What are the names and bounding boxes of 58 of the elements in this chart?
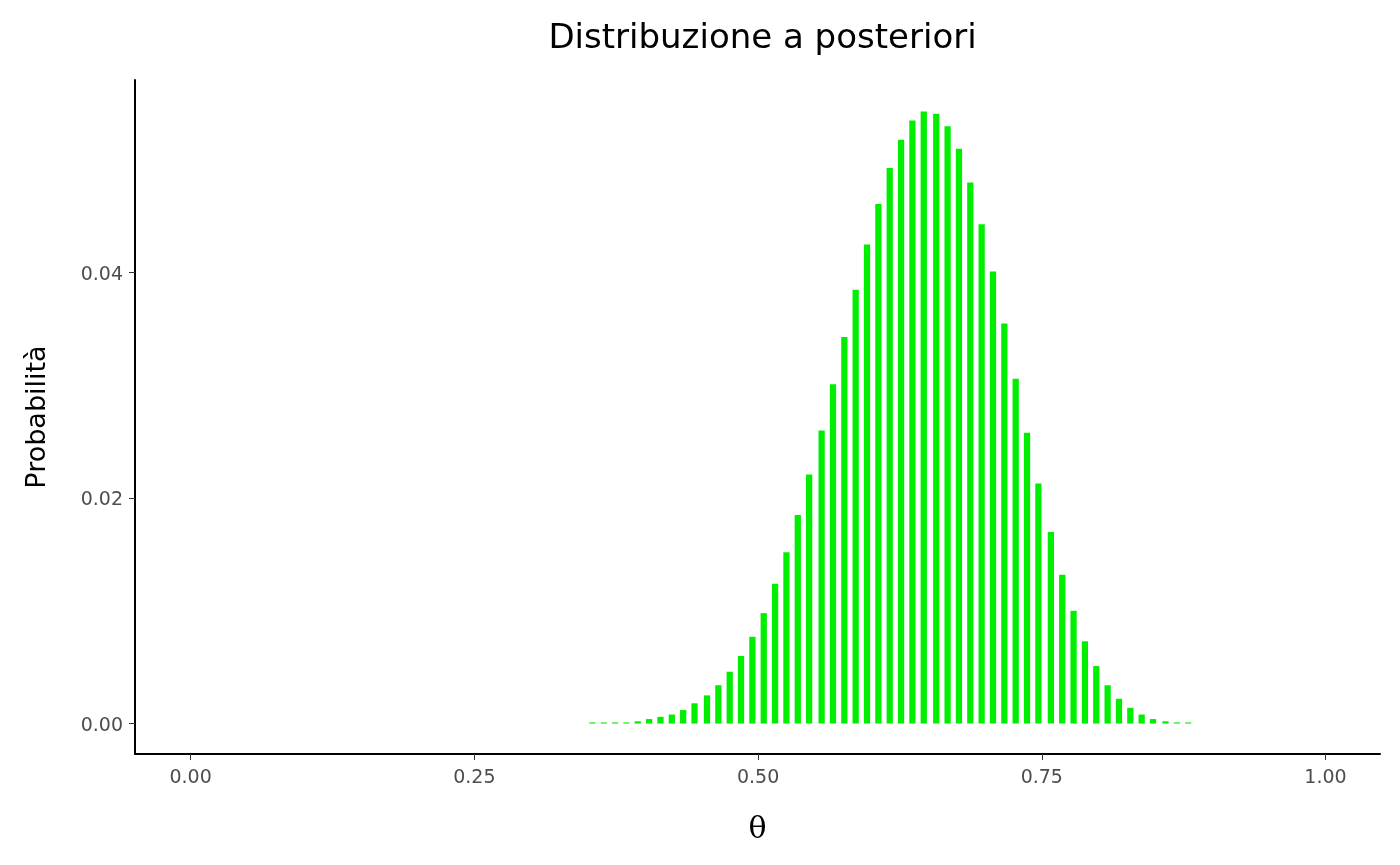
x-tick-label: 0.50 [736,764,780,787]
bar [933,113,940,724]
bar [1162,721,1169,724]
x-axis-title: θ [748,809,767,845]
bar [1127,707,1134,724]
bar [920,111,927,724]
bar [657,716,664,724]
bar [749,636,756,724]
y-tick-label: 0.04 [80,261,123,284]
y-tick-label: 0.02 [80,487,123,510]
y-tick-label: 0.00 [80,712,123,735]
bar [1012,378,1019,724]
bar [829,384,837,724]
bar [909,120,916,724]
bar [875,203,882,724]
bar [771,583,779,724]
bar [978,224,985,724]
bar [737,655,745,724]
bar [760,613,767,724]
bar [691,703,698,724]
bar [645,719,653,724]
bar [726,671,733,724]
bar [1081,641,1089,724]
bar [1023,432,1031,724]
bar [806,474,813,724]
bar [897,139,905,724]
x-tick-label: 0.00 [169,764,212,787]
bar [841,336,848,724]
bar [703,695,711,724]
bar [852,289,859,724]
bar [955,148,963,724]
bar [1138,714,1145,724]
y-axis-title: Probabilità [20,345,51,489]
chart-title: Distribuzione a posteriori [548,16,977,56]
bar [967,182,974,724]
bar [944,126,951,724]
bar [1070,610,1077,724]
bar [668,714,675,724]
bar [1001,323,1008,724]
bar [863,244,871,724]
bar [818,430,825,724]
bar [886,167,893,724]
x-tick-label: 0.75 [1020,764,1063,787]
bar [1115,698,1123,724]
bar [989,271,997,724]
bar [715,685,722,724]
bar [1149,719,1157,724]
bar [1104,685,1111,724]
x-tick-label: 1.00 [1304,764,1347,787]
bar [1093,666,1100,724]
bar [794,515,801,724]
x-tick-label: 0.25 [453,764,496,787]
bar [634,721,641,724]
bar [1035,483,1042,724]
bar [1047,531,1054,724]
bar [783,552,790,724]
bar [1059,574,1066,724]
bar [680,710,687,724]
